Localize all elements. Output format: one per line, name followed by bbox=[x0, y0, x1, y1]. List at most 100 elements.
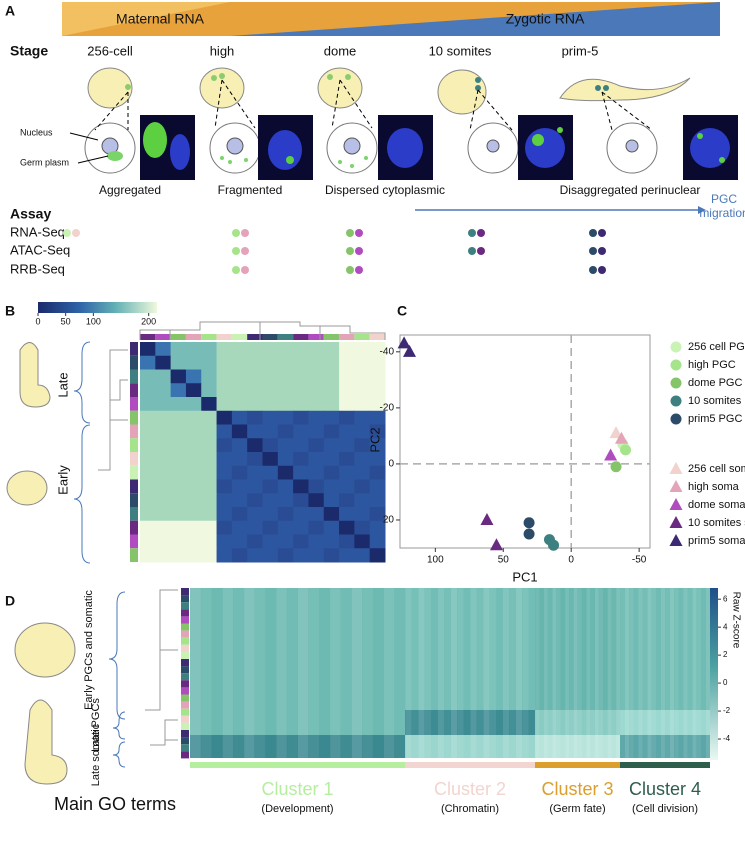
sample-annotation bbox=[155, 334, 171, 340]
heatmap-cell bbox=[170, 534, 187, 549]
heatmap-cell bbox=[369, 342, 386, 357]
heatmap-block bbox=[509, 588, 516, 710]
heatmap-cell bbox=[369, 438, 386, 453]
heatmap-cell bbox=[369, 479, 386, 494]
heatmap-cell bbox=[170, 410, 187, 425]
heatmap-block bbox=[372, 710, 384, 735]
heatmap-block bbox=[669, 735, 675, 758]
heatmap-cell bbox=[339, 493, 355, 508]
assay-dot bbox=[598, 229, 606, 237]
heatmap-cell bbox=[293, 534, 309, 549]
heatmap-block bbox=[457, 588, 464, 710]
heatmap-block bbox=[651, 588, 657, 710]
heatmap-cell bbox=[262, 493, 279, 508]
heatmap-cell bbox=[185, 438, 202, 453]
heatmap-cell bbox=[185, 507, 202, 522]
heatmap-cell bbox=[354, 465, 371, 480]
heatmap-cell bbox=[262, 548, 279, 563]
assay-dot bbox=[355, 229, 363, 237]
heatmap-block bbox=[547, 710, 553, 735]
cluster-name: Cluster 2 bbox=[434, 779, 506, 799]
top-dendrogram bbox=[139, 321, 386, 340]
heatmap-cell bbox=[308, 548, 325, 563]
point bbox=[548, 539, 560, 551]
heatmap-block bbox=[615, 588, 621, 710]
heatmap-cell bbox=[323, 438, 340, 453]
heatmap-block bbox=[489, 588, 497, 710]
legend-marker bbox=[669, 534, 683, 546]
sample-annotation bbox=[130, 424, 138, 439]
heatmap-cell bbox=[339, 397, 355, 412]
heatmap-cell bbox=[323, 410, 340, 425]
assay-dot bbox=[241, 229, 249, 237]
heatmap-cell bbox=[323, 397, 340, 412]
heatmap-block bbox=[329, 710, 341, 735]
sample-annotation bbox=[140, 334, 156, 340]
heatmap-block bbox=[556, 710, 561, 735]
sample-annotation bbox=[308, 334, 324, 340]
heatmap-cell bbox=[308, 534, 325, 549]
heatmap-cell bbox=[231, 369, 248, 384]
sample-annotation bbox=[130, 410, 138, 425]
heatmap-block bbox=[254, 735, 266, 758]
heatmap-block bbox=[431, 588, 438, 710]
heatmap-cell bbox=[339, 383, 355, 398]
pca-scatter: -40 -20 0 20 100 50 0 -50 256 cell PGC high PGC do… bbox=[380, 335, 745, 566]
heatmap-cell bbox=[170, 452, 187, 467]
heatmap-cell bbox=[339, 410, 355, 425]
heatmap-block bbox=[515, 588, 523, 710]
heatmap-cell bbox=[201, 383, 218, 398]
heatmap-block bbox=[502, 710, 510, 735]
colorbar-tick-label: 4 bbox=[723, 622, 728, 631]
heatmap-block bbox=[656, 588, 661, 710]
heatmap-block bbox=[383, 735, 395, 758]
sample-annotation bbox=[130, 383, 138, 397]
sample-annotation bbox=[262, 334, 278, 340]
heatmap-block bbox=[615, 710, 621, 735]
heatmap-block bbox=[665, 735, 670, 758]
heatmap-block bbox=[665, 710, 670, 735]
heatmap-cell bbox=[293, 452, 309, 467]
heatmap-block bbox=[319, 710, 331, 735]
heatmap-block bbox=[560, 588, 566, 710]
heatmap-cell bbox=[339, 355, 355, 370]
legend-label: high PGC bbox=[688, 359, 736, 371]
heatmap-cell bbox=[293, 410, 309, 425]
heatmap-cell bbox=[201, 424, 218, 439]
heatmap-block bbox=[463, 735, 471, 758]
heatmap-cell bbox=[339, 507, 355, 522]
heatmap-cell bbox=[201, 355, 218, 370]
heatmap-cell bbox=[216, 369, 233, 384]
heatmap-block bbox=[560, 710, 566, 735]
embryo-early bbox=[14, 622, 76, 678]
heatmap-cell bbox=[201, 548, 218, 563]
heatmap-block bbox=[483, 735, 490, 758]
heatmap-block bbox=[496, 735, 503, 758]
heatmap-cell bbox=[308, 507, 325, 522]
heatmap-block bbox=[383, 588, 395, 710]
heatmap-cell bbox=[201, 479, 218, 494]
heatmap-block bbox=[243, 710, 255, 735]
heatmap-block bbox=[276, 735, 288, 758]
sample-annotation bbox=[181, 701, 189, 709]
heatmap-block bbox=[528, 710, 536, 735]
heatmap-block bbox=[569, 710, 574, 735]
heatmap-block bbox=[573, 710, 578, 735]
legend-marker bbox=[669, 498, 683, 510]
heatmap-block bbox=[705, 710, 711, 735]
sample-annotation bbox=[181, 744, 189, 752]
heatmap-block bbox=[647, 735, 652, 758]
legend-marker bbox=[670, 395, 682, 407]
heatmap-cell bbox=[231, 534, 248, 549]
heatmap-cell bbox=[293, 424, 309, 439]
sample-annotation bbox=[130, 369, 138, 384]
heatmap-block bbox=[660, 735, 666, 758]
colorbar-tick-label: 0 bbox=[723, 678, 728, 687]
heatmap-cell bbox=[216, 493, 233, 508]
group-label: Late bbox=[55, 372, 70, 397]
heatmap-cell bbox=[369, 548, 386, 563]
heatmap-cell bbox=[170, 355, 187, 370]
heatmap-cell bbox=[216, 342, 233, 357]
heatmap-block bbox=[660, 710, 666, 735]
sample-annotation bbox=[181, 602, 189, 610]
